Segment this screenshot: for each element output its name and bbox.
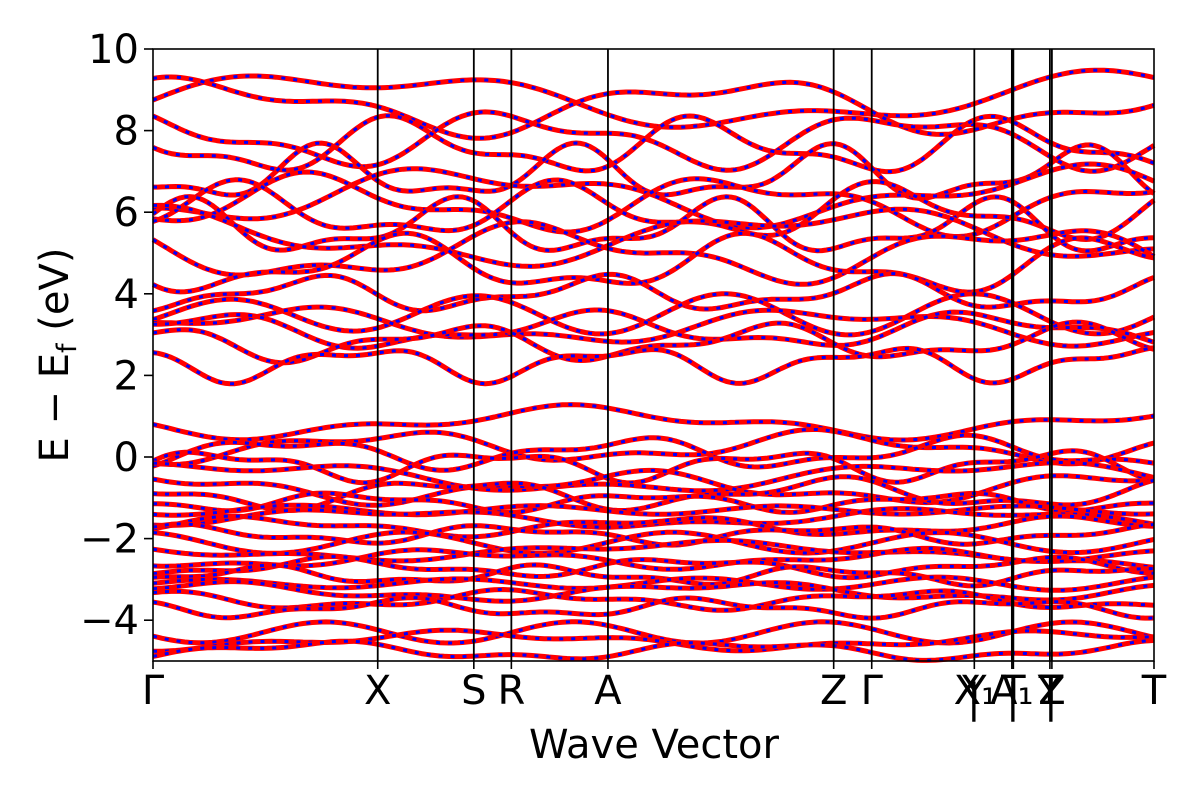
x-tick-label: Z (1038, 668, 1065, 714)
x-tick-label: T (1038, 668, 1064, 714)
band-line-blue (152, 580, 1155, 603)
band-line-blue (152, 638, 1155, 662)
band-line-blue (152, 68, 1155, 129)
x-tick-label: T (1000, 668, 1026, 714)
band-line-blue (152, 468, 1155, 507)
x-tick-label: X₁ (954, 668, 997, 714)
x-tick-label: | (1006, 676, 1019, 722)
y-tick-label: −2 (80, 517, 139, 563)
band-line-blue (152, 620, 1155, 645)
y-tick-label: 10 (88, 27, 139, 73)
band-line-red (152, 402, 1155, 443)
y-axis-label-subscript: f (52, 342, 83, 353)
band-line-blue (152, 292, 1155, 337)
band-line-blue (152, 272, 1155, 313)
x-tick-label: X (364, 668, 391, 714)
y-tick-label: 8 (114, 109, 139, 155)
x-tick-label: T (1141, 668, 1167, 714)
band-line-blue (152, 491, 1154, 514)
band-line-blue (152, 346, 1155, 386)
band-line-red (152, 637, 1155, 663)
y-axis: 10 8 6 4 2 0 −2 −4 (80, 27, 153, 644)
band-line-blue (153, 305, 1155, 348)
y-tick-label: −4 (80, 598, 139, 644)
band-line-blue (152, 555, 1155, 580)
band-line-red (153, 307, 1155, 351)
bands-layer (151, 67, 1156, 663)
x-tick-label: Y (1037, 668, 1063, 714)
y-tick-label: 6 (114, 190, 139, 236)
band-line-blue (152, 170, 1155, 238)
x-tick-label: Γ (861, 668, 884, 714)
band-line-blue (152, 203, 1155, 268)
band-line-red (152, 177, 1156, 242)
band-line-red (151, 219, 1156, 287)
y-axis-label: E − Ef (eV) (32, 248, 83, 463)
band-line-blue (152, 320, 1155, 365)
band-line-blue (152, 114, 1155, 174)
band-line-blue (152, 195, 1155, 253)
band-line-blue (152, 449, 1155, 485)
band-line-blue (152, 428, 1155, 466)
x-tick-label: Γ (142, 668, 165, 714)
band-line-blue (152, 514, 1155, 539)
band-line-blue (152, 563, 1155, 588)
y-axis-label-main: E − E (32, 353, 78, 463)
band-line-blue (152, 403, 1155, 442)
band-line-blue (152, 461, 1155, 493)
y-tick-label: 4 (114, 272, 139, 318)
x-tick-label: Z (820, 668, 847, 714)
kpoint-lines-layer (376, 49, 1053, 661)
x-tick-label: A₁ (990, 668, 1033, 714)
x-tick-label: | (967, 676, 980, 722)
y-tick-label: 0 (114, 435, 139, 481)
x-tick-label: | (1044, 676, 1057, 722)
band-line-red (152, 345, 1155, 387)
y-tick-label: 2 (114, 353, 139, 399)
y-axis-label-unit: (eV) (32, 248, 78, 344)
band-line-blue (152, 530, 1155, 555)
y-axis-label-group: E − Ef (eV) (32, 248, 83, 463)
x-tick-label: A (594, 668, 622, 714)
x-axis-label: Wave Vector (529, 722, 780, 768)
band-line-blue (152, 231, 1155, 294)
band-line-blue (152, 433, 1155, 472)
band-line-red (152, 574, 1155, 593)
band-line-red (152, 502, 1155, 518)
band-line-blue (152, 596, 1155, 620)
band-line-blue (152, 162, 1155, 230)
x-tick-label: S (461, 668, 486, 714)
plot-frame (152, 48, 1155, 662)
x-tick-label: R (497, 668, 525, 714)
x-tick-label: Y (961, 668, 987, 714)
band-line-red (152, 545, 1155, 572)
